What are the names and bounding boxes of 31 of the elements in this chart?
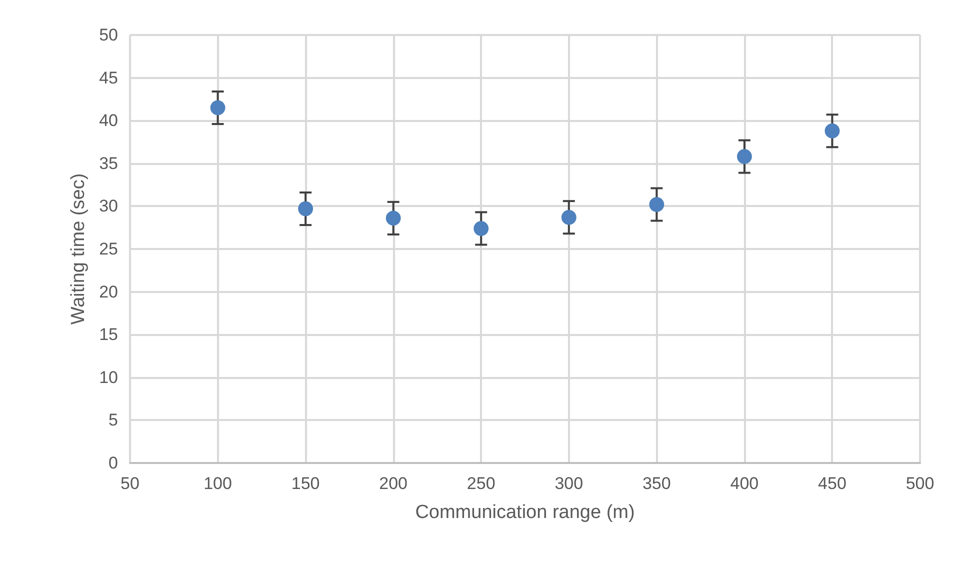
y-tick-label: 40 — [99, 111, 118, 130]
x-tick-label: 200 — [379, 474, 408, 493]
point — [649, 196, 664, 212]
x-axis-title: Communication range (m) — [415, 502, 635, 523]
y-tick-label: 30 — [99, 196, 118, 216]
x-tick-label: 100 — [204, 474, 232, 493]
y-tick-label: 20 — [99, 282, 118, 302]
y-tick-label: 45 — [99, 68, 118, 88]
y-tick-label: 10 — [99, 368, 118, 387]
point — [474, 220, 489, 236]
x-tick-label: 450 — [818, 474, 846, 493]
point — [561, 210, 576, 225]
x-tick-label: 50 — [120, 474, 140, 493]
y-tick-label: 15 — [99, 325, 118, 344]
point — [386, 210, 401, 226]
x-tick-label: 250 — [466, 474, 496, 493]
x-tick-label: 500 — [906, 474, 934, 493]
point — [736, 149, 752, 164]
y-tick-label: 35 — [99, 154, 118, 173]
y-axis-title: Waiting time (sec) — [68, 173, 89, 325]
y-tick-label: 5 — [108, 410, 118, 430]
y-tick-label: 50 — [99, 26, 118, 44]
point — [210, 100, 226, 116]
point — [824, 123, 840, 138]
point — [298, 201, 314, 216]
x-tick-label: 300 — [554, 474, 584, 493]
y-tick-label: 0 — [108, 454, 118, 472]
x-tick-label: 350 — [642, 474, 671, 493]
y-tick-label: 25 — [99, 240, 118, 258]
x-tick-label: 150 — [291, 474, 320, 493]
x-tick-label: 400 — [730, 474, 759, 493]
